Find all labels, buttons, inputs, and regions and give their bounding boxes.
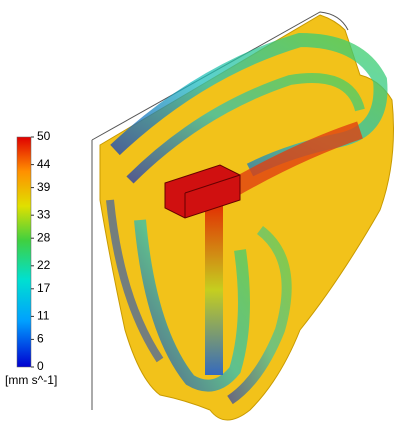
colorbar-gradient: [17, 137, 31, 367]
colorbar-tick-label: 50: [37, 129, 51, 143]
colorbar-unit: [mm s^-1]: [5, 373, 57, 387]
colorbar-tick-label: 17: [37, 281, 51, 295]
colorbar-tick-label: 33: [37, 207, 51, 221]
colorbar-tick-label: 6: [37, 332, 44, 346]
colorbar-tick-label: 0: [37, 359, 44, 373]
figure: [mm s^-1] 50 44 39 33 28 22 17 11 6 0: [0, 0, 403, 435]
colorbar-tick-label: 28: [37, 230, 51, 244]
colorbar-tick-label: 22: [37, 258, 51, 272]
colorbar-tick-label: 11: [37, 309, 50, 323]
colorbar-tick-label: 39: [37, 180, 51, 194]
colorbar: [mm s^-1] 50 44 39 33 28 22 17 11 6 0: [5, 129, 57, 387]
colorbar-tick-label: 44: [37, 157, 51, 171]
render: [92, 12, 394, 420]
